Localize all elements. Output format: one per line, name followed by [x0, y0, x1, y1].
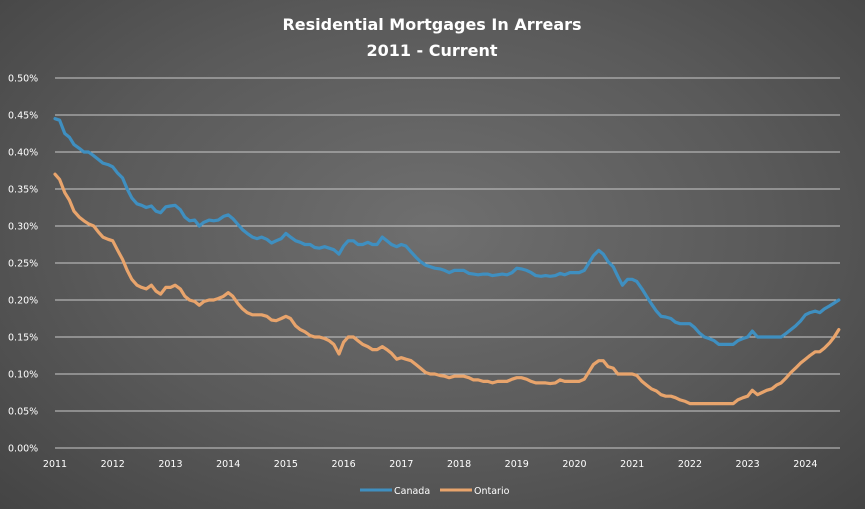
y-tick-label: 0.10% — [8, 370, 38, 381]
x-tick-label: 2021 — [620, 459, 644, 470]
series-lines — [53, 117, 841, 406]
x-tick-label: 2024 — [793, 459, 817, 470]
series-line-ontario — [53, 172, 841, 406]
gridlines — [55, 77, 840, 449]
y-tick-label: 0.20% — [8, 296, 38, 307]
x-tick-label: 2020 — [562, 459, 586, 470]
y-axis-ticks: 0.00% 0.05% 0.10% 0.15% 0.20% 0.25% 0.30% 0.35%… — [8, 74, 38, 455]
x-axis-ticks: 2011 2012 2013 2014 2015 2016 2017 2018 2019 2020… — [43, 459, 818, 470]
x-tick-label: 2014 — [216, 459, 240, 470]
y-tick-label: 0.50% — [8, 74, 38, 85]
x-tick-label: 2022 — [678, 459, 702, 470]
y-tick-label: 0.25% — [8, 259, 38, 270]
series-line-canada — [53, 117, 841, 346]
x-tick-label: 2013 — [158, 459, 182, 470]
x-tick-label: 2011 — [43, 459, 67, 470]
y-tick-label: 0.35% — [8, 185, 38, 196]
y-tick-label: 0.30% — [8, 222, 38, 233]
x-tick-label: 2017 — [389, 459, 413, 470]
y-tick-label: 0.40% — [8, 148, 38, 159]
x-tick-label: 2023 — [736, 459, 760, 470]
x-tick-label: 2016 — [332, 459, 356, 470]
chart-title: Residential Mortgages In Arrears — [282, 15, 581, 34]
legend: Canada Ontario — [360, 486, 510, 497]
x-tick-label: 2015 — [274, 459, 298, 470]
y-tick-label: 0.05% — [8, 407, 38, 418]
x-tick-label: 2019 — [505, 459, 529, 470]
chart-subtitle: 2011 - Current — [366, 41, 497, 60]
y-tick-label: 0.45% — [8, 111, 38, 122]
y-tick-label: 0.15% — [8, 333, 38, 344]
x-tick-label: 2018 — [447, 459, 471, 470]
x-tick-label: 2012 — [101, 459, 125, 470]
legend-label-ontario: Ontario — [474, 486, 510, 497]
legend-label-canada: Canada — [394, 486, 430, 497]
y-tick-label: 0.00% — [8, 444, 38, 455]
